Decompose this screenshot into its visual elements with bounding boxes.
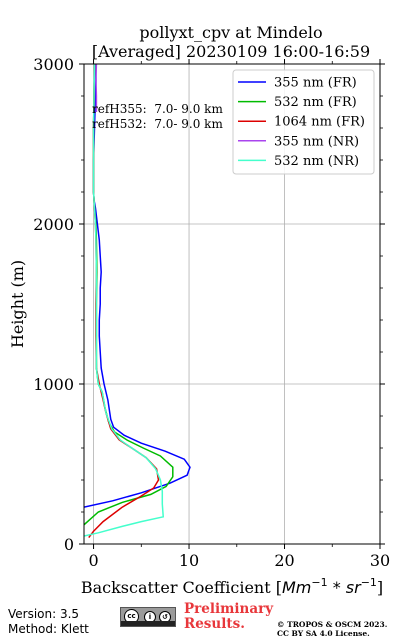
refh355-annotation: refH355: 7.0- 9.0 km <box>92 102 223 116</box>
x-tick-label: 30 <box>370 551 390 570</box>
x-tick-label: 20 <box>274 551 294 570</box>
legend-box <box>232 69 375 175</box>
copyright-notice: © TROPOS & OSCM 2023. CC BY SA 4.0 Licen… <box>277 620 388 638</box>
legend-label-1: 532 nm (FR) <box>274 95 357 110</box>
preliminary-results-label: Preliminary Results. <box>184 601 274 632</box>
y-tick-label: 3000 <box>33 55 74 74</box>
legend-label-4: 532 nm (NR) <box>274 154 359 169</box>
x-axis-label: Backscatter Coefficient [Mm−1 * sr−1] <box>81 576 383 597</box>
plot-area <box>84 63 381 545</box>
axes: 0 10 20 30 0 1000 2000 3000 <box>33 55 390 570</box>
series-line-1 <box>84 64 174 526</box>
series-line-4 <box>84 64 165 537</box>
chart-subtitle: [Averaged] 20230109 16:00-16:59 <box>92 42 370 61</box>
legend-label-3: 355 nm (NR) <box>274 134 359 149</box>
license-bar <box>121 621 175 626</box>
refh532-annotation: refH532: 7.0- 9.0 km <box>92 117 223 131</box>
y-axis-label: Height (m) <box>8 260 27 348</box>
series-line-2 <box>88 64 160 539</box>
cc-by-sa-license-badge: cc i ↺ <box>120 607 176 627</box>
x-tick-label: 10 <box>179 551 199 570</box>
legend-label-0: 355 nm (FR) <box>274 76 357 91</box>
chart-legend: 355 nm (FR) 532 nm (FR) 1064 nm (FR) 355 nm… <box>232 69 375 175</box>
y-tick-label: 1000 <box>33 375 74 394</box>
plot-frame <box>83 63 381 545</box>
version-label: Version: 3.5 <box>8 607 80 621</box>
x-tick-label: 0 <box>88 551 98 570</box>
legend-label-2: 1064 nm (FR) <box>274 115 365 130</box>
chart-title: pollyxt_cpv at Mindelo <box>139 23 322 42</box>
cc-icon: cc <box>124 609 139 624</box>
reference-height-annotations: refH355: 7.0- 9.0 km refH532: 7.0- 9.0 k… <box>92 102 223 131</box>
y-tick-label: 0 <box>64 535 74 554</box>
y-tick-label: 2000 <box>33 215 74 234</box>
method-label: Method: Klett <box>8 622 89 636</box>
